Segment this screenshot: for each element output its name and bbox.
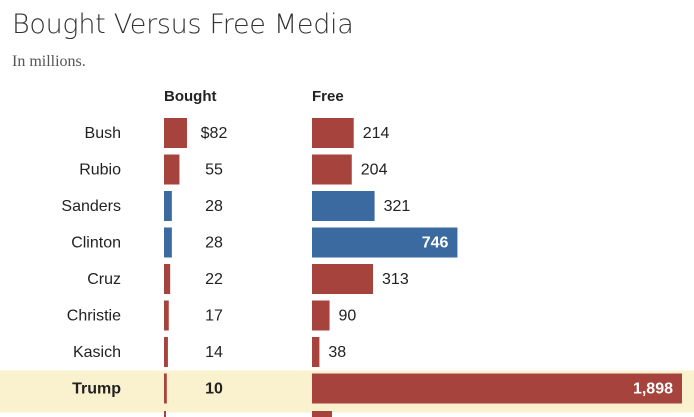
- candidate-label-kasich: Kasich: [73, 344, 121, 361]
- candidate-label-christie: Christie: [67, 308, 121, 325]
- candidate-label-cruz: Cruz: [87, 271, 121, 288]
- bought-value-sanders: 28: [205, 198, 223, 215]
- bought-value-clinton: 28: [205, 235, 223, 252]
- chart-subtitle: In millions.: [12, 53, 86, 70]
- free-value-christie: 90: [339, 308, 357, 325]
- bought-bar-cruz: [164, 264, 171, 294]
- free-bar-kasich: [312, 337, 320, 367]
- free-value-kasich: 38: [328, 344, 346, 361]
- free-value-sanders: 321: [384, 198, 411, 215]
- bought-bar-rubio: [164, 154, 180, 185]
- free-column-header: Free: [312, 88, 344, 105]
- free-value-rubio: 204: [361, 162, 388, 179]
- bought-value-christie: 17: [205, 308, 223, 325]
- bought-value-kasich: 14: [205, 344, 223, 361]
- bought-bar-cutoff: [164, 411, 166, 417]
- free-bar-clinton: [312, 227, 458, 258]
- free-value-bush: 214: [363, 125, 390, 142]
- chart-title: Bought Versus Free Media: [12, 9, 354, 40]
- free-bar-sanders: [312, 191, 375, 221]
- free-value-trump: 1,898: [633, 381, 673, 398]
- bought-bar-christie: [164, 300, 169, 331]
- bought-bar-trump: [164, 373, 167, 404]
- free-value-cruz: 313: [382, 271, 409, 288]
- bought-bar-kasich: [164, 337, 168, 367]
- bought-value-cruz: 22: [205, 271, 223, 288]
- free-bar-bush: [312, 118, 354, 148]
- bought-bar-sanders: [164, 191, 172, 221]
- bought-value-bush: $82: [201, 125, 228, 142]
- candidate-label-clinton: Clinton: [71, 235, 121, 252]
- free-bar-trump: [312, 373, 682, 404]
- bought-value-rubio: 55: [205, 162, 223, 179]
- free-bar-cruz: [312, 264, 374, 294]
- bought-column-header: Bought: [164, 88, 217, 105]
- candidate-label-trump: Trump: [72, 381, 121, 398]
- candidate-label-bush: Bush: [85, 125, 121, 142]
- free-bar-cutoff: [312, 411, 332, 417]
- bought-value-trump: 10: [205, 381, 223, 398]
- candidate-label-rubio: Rubio: [79, 162, 121, 179]
- bought-bar-clinton: [164, 227, 172, 258]
- free-value-clinton: 746: [422, 235, 449, 252]
- candidate-label-sanders: Sanders: [61, 198, 121, 215]
- bought-bar-bush: [164, 118, 187, 148]
- free-bar-rubio: [312, 154, 352, 185]
- free-bar-christie: [312, 300, 330, 331]
